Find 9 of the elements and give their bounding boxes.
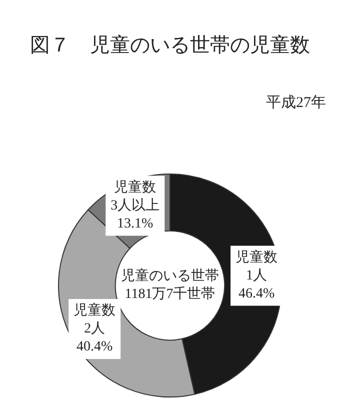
slice-label: 児童数 3人以上	[110, 179, 160, 214]
chart-title: 図７ 児童のいる世帯の児童数	[30, 33, 310, 56]
data-label: 13.1%	[117, 216, 154, 232]
slice-label: 児童数 2人	[74, 302, 116, 337]
slice-label: 児童数 1人	[236, 249, 278, 284]
data-label: 40.4%	[76, 340, 114, 355]
data-label: 46.4%	[238, 286, 275, 302]
chart-subtitle: 平成27年	[266, 94, 326, 111]
text: 児童のいる世帯 1181万7千世帯	[121, 268, 219, 302]
